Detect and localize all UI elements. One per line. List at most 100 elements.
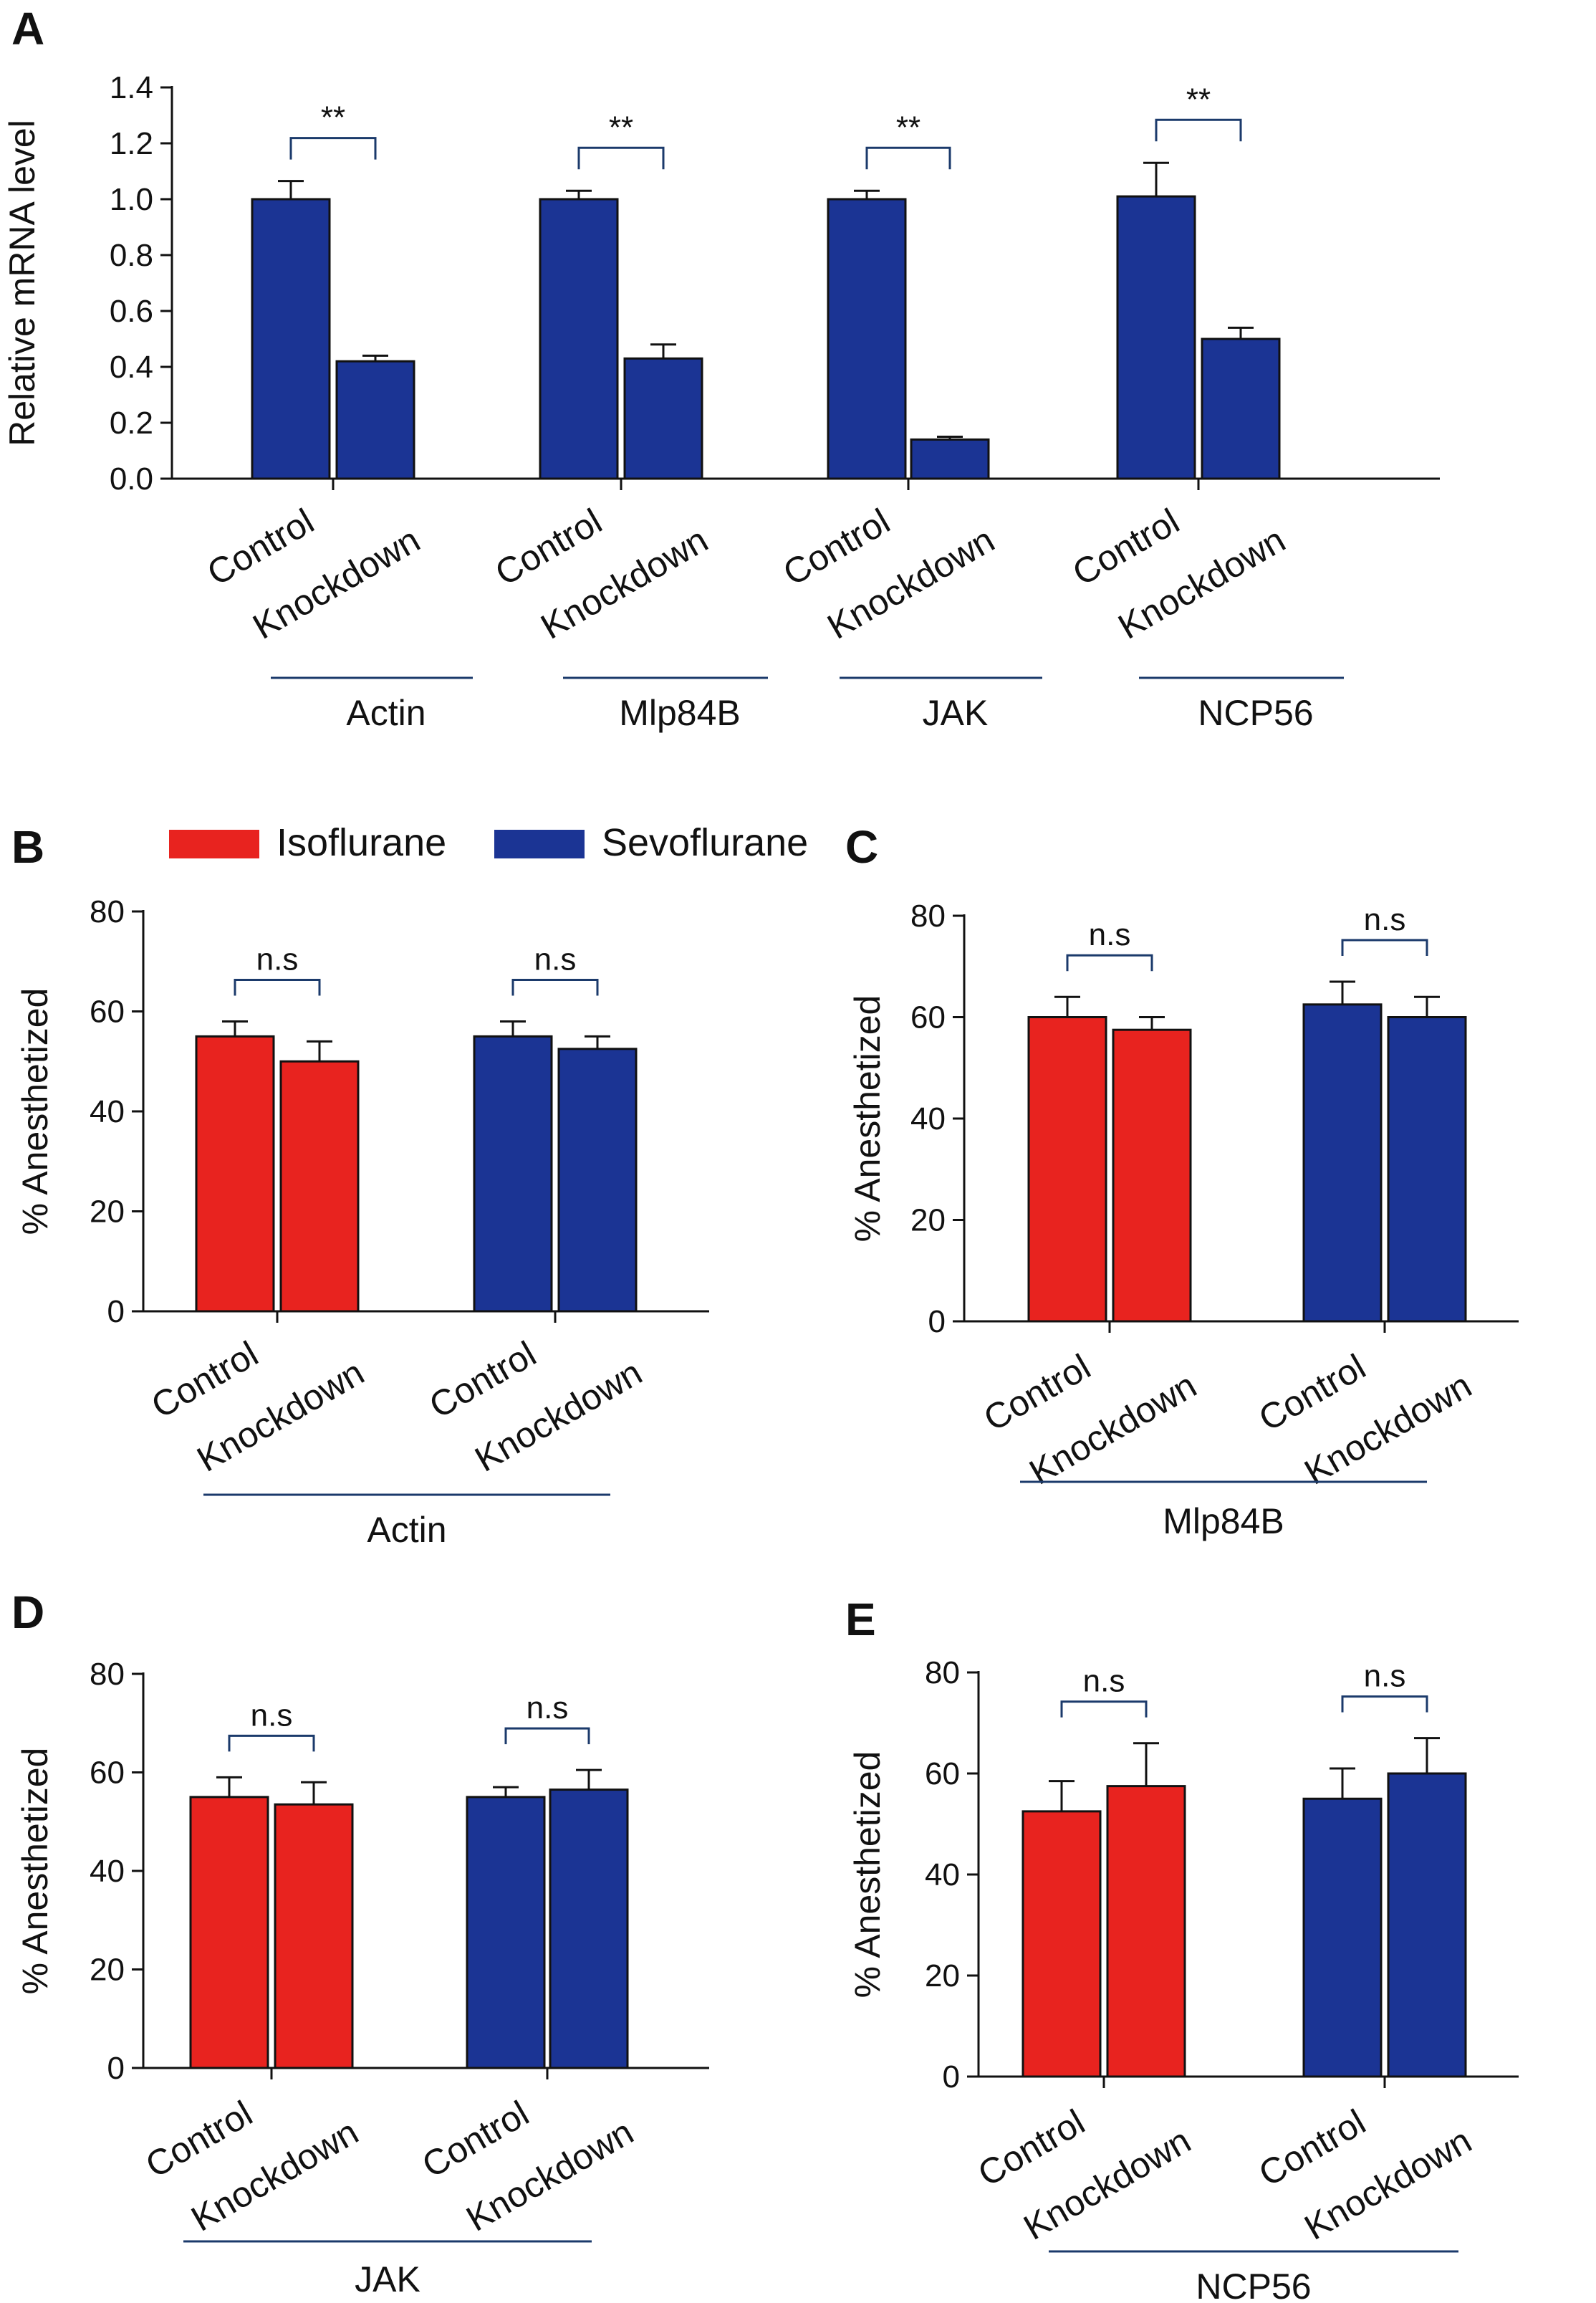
bar-control [1027, 1016, 1107, 1323]
bar-control [189, 1796, 269, 2069]
significance-label: n.s [527, 1690, 569, 1725]
y-tick-label: 20 [910, 1203, 946, 1238]
significance-label: n.s [1083, 1664, 1125, 1699]
panel-letter: D [11, 1586, 44, 1638]
bar-control [195, 1035, 275, 1313]
significance-label: n.s [251, 1698, 293, 1733]
y-tick-label: 40 [925, 1857, 960, 1892]
y-tick-label: 0.0 [110, 461, 153, 497]
bar-knockdown [549, 1789, 629, 2069]
y-tick-label: 0 [107, 2051, 125, 2086]
y-tick-label: 20 [925, 1958, 960, 1993]
significance-bracket [577, 146, 665, 170]
significance-label: n.s [1364, 902, 1406, 937]
bar-control [827, 198, 907, 480]
y-axis-label: % Anesthetized [15, 1748, 55, 1995]
significance-bracket [289, 137, 377, 160]
bar-knockdown [1387, 1772, 1467, 2078]
y-tick-label: 80 [910, 899, 946, 934]
y-tick-label: 60 [925, 1756, 960, 1791]
significance-label: ** [609, 110, 633, 145]
panel-letter: E [845, 1594, 876, 1645]
bar-knockdown [910, 438, 990, 480]
bar-knockdown [335, 360, 415, 480]
significance-label: n.s [1364, 1659, 1406, 1694]
bar-control [1116, 195, 1196, 480]
significance-label: ** [1186, 82, 1211, 117]
bar-control [466, 1796, 546, 2069]
gene-label: JAK [355, 2259, 420, 2299]
bar-knockdown [274, 1803, 354, 2069]
significance-bracket [228, 1734, 315, 1752]
y-tick-label: 1.0 [110, 182, 153, 217]
y-tick-label: 0.4 [110, 350, 153, 385]
bar-control [1021, 1810, 1102, 2078]
y-tick-label: 1.4 [110, 70, 153, 105]
panel-letter: B [11, 821, 44, 873]
legend-swatch-sevoflurane [494, 830, 585, 858]
bar-control [539, 198, 619, 480]
significance-label: ** [321, 100, 345, 135]
legend: Isoflurane Sevoflurane [169, 821, 808, 864]
panel-a: A 0.0 0.2 0.4 0.6 0.8 1.0 1.2 1.4 Relative mRNA l… [2, 3, 1440, 733]
bar-knockdown [557, 1048, 638, 1313]
y-tick-label: 0.2 [110, 406, 153, 441]
y-tick-label: 80 [90, 894, 125, 929]
y-tick-label: 20 [90, 1194, 125, 1230]
y-tick-label: 40 [910, 1101, 946, 1136]
y-tick-label: 0.8 [110, 238, 153, 273]
y-tick-label: 60 [910, 1000, 946, 1035]
bar-control [1302, 1003, 1383, 1323]
y-tick-label: 40 [90, 1854, 125, 1889]
gene-label: Mlp84B [619, 693, 741, 733]
significance-label: n.s [1089, 917, 1131, 952]
panel-letter: A [11, 3, 44, 54]
y-axis-label: % Anesthetized [847, 995, 888, 1243]
y-tick-label: 1.2 [110, 126, 153, 161]
bar-control [251, 198, 331, 480]
y-tick-label: 0.6 [110, 294, 153, 329]
y-tick-label: 80 [90, 1657, 125, 1692]
legend-label: Isoflurane [277, 821, 446, 864]
gene-label: Mlp84B [1163, 1501, 1284, 1541]
gene-label: Actin [367, 1510, 446, 1550]
significance-bracket [865, 146, 951, 170]
significance-bracket [1060, 1700, 1148, 1718]
bar-knockdown [1112, 1028, 1192, 1323]
bar-control [473, 1035, 553, 1313]
y-tick-label: 0 [943, 2059, 960, 2094]
y-tick-label: 60 [90, 995, 125, 1030]
y-tick-label: 80 [925, 1655, 960, 1690]
significance-label: n.s [534, 942, 577, 977]
y-tick-label: 20 [90, 1953, 125, 1988]
y-tick-label: 0 [107, 1294, 125, 1329]
y-axis-label: % Anesthetized [15, 988, 55, 1235]
bar-knockdown [1106, 1785, 1186, 2078]
bar-control [1302, 1797, 1383, 2078]
bar-knockdown [279, 1060, 360, 1313]
significance-bracket [234, 978, 321, 996]
significance-label: n.s [256, 942, 299, 977]
gene-label: Actin [346, 693, 426, 733]
panel-letter: C [845, 821, 878, 873]
gene-label: JAK [923, 693, 989, 733]
significance-bracket [1155, 118, 1242, 142]
significance-bracket [1341, 1695, 1428, 1713]
significance-bracket [1066, 954, 1153, 972]
y-axis-label: Relative mRNA level [2, 120, 42, 446]
legend-label: Sevoflurane [602, 821, 808, 864]
bar-knockdown [1387, 1016, 1467, 1323]
legend-swatch-isoflurane [169, 830, 259, 858]
bar-knockdown [1201, 337, 1281, 480]
y-tick-label: 60 [90, 1756, 125, 1791]
significance-bracket [504, 1727, 590, 1745]
bar-knockdown [623, 357, 703, 480]
y-axis-label: % Anesthetized [847, 1751, 888, 1998]
gene-label: NCP56 [1196, 2266, 1311, 2303]
y-tick-label: 0 [928, 1304, 946, 1339]
